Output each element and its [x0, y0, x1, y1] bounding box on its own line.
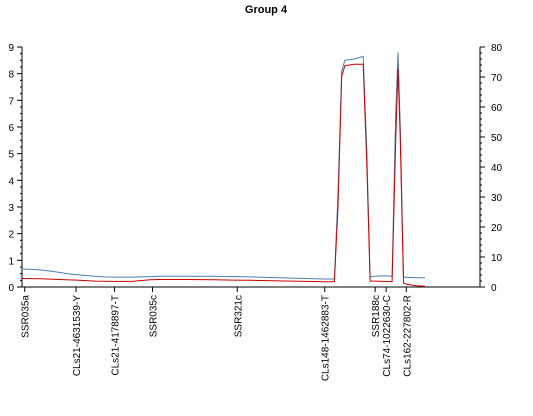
marker-label: CLs148-1462883-T [321, 295, 332, 381]
left-tick-label: 2 [8, 230, 14, 241]
marker-label: CLs21-4178897-T [111, 295, 122, 376]
marker-label: SSR188c [371, 295, 382, 337]
marker-label: CLs21-4631539-Y [72, 295, 83, 376]
series-line-1 [21, 52, 425, 280]
left-tick-label: 6 [8, 123, 14, 134]
left-tick-label: 4 [8, 176, 14, 187]
marker-label: CLs74-1022630-C [382, 295, 393, 377]
right-tick-label: 30 [491, 193, 503, 204]
right-tick-label: 0 [491, 283, 497, 294]
marker-label: CLs162-227802-R [402, 295, 413, 377]
left-tick-label: 3 [8, 203, 14, 214]
right-tick-label: 20 [491, 223, 503, 234]
marker-label: SSR321c [233, 295, 244, 337]
left-tick-label: 7 [8, 96, 14, 107]
right-tick-label: 70 [491, 73, 503, 84]
left-tick-label: 0 [8, 283, 14, 294]
left-tick-label: 8 [8, 70, 14, 81]
right-tick-label: 80 [491, 43, 503, 54]
right-tick-label: 50 [491, 133, 503, 144]
chart-title: Group 4 [245, 4, 288, 16]
left-tick-label: 9 [8, 43, 14, 54]
right-tick-label: 60 [491, 103, 503, 114]
left-tick-label: 1 [8, 256, 14, 267]
left-tick-label: 5 [8, 150, 14, 161]
right-tick-label: 10 [491, 253, 503, 264]
marker-label: SSR035a [21, 295, 32, 338]
right-tick-label: 40 [491, 163, 503, 174]
marker-label: SSR035c [149, 295, 160, 337]
series-layer [21, 52, 426, 287]
series-line-2 [21, 63, 426, 287]
axes: 0 1 2 3 4 5 6 7 8 9 0 10 20 30 40 50 60 70 80 [8, 43, 502, 294]
markers-layer: SSR035a CLs21-4631539-Y CLs21-4178897-T SSR… [21, 287, 413, 381]
